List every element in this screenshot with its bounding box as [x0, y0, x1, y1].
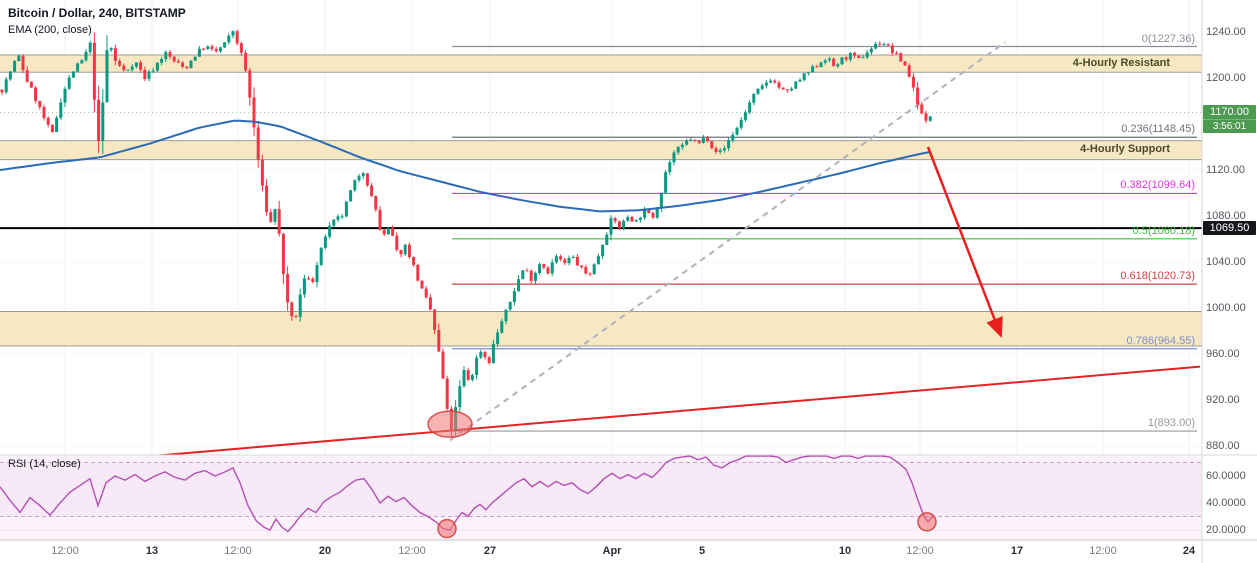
bar-countdown: 3:56:01	[1203, 118, 1256, 133]
price-axis-label[interactable]: 1120.00	[1206, 164, 1245, 176]
time-axis-label[interactable]: 12:00	[906, 545, 934, 557]
time-axis-label[interactable]: 12:00	[398, 545, 426, 557]
time-axis-label[interactable]: 12:00	[1089, 545, 1117, 557]
time-axis-label[interactable]: Apr	[602, 545, 622, 557]
fib-level-label: 0(1227.36)	[1141, 32, 1195, 45]
fib-level-label: 0.618(1020.73)	[1120, 270, 1195, 283]
time-axis-label[interactable]: 12:00	[51, 545, 79, 557]
time-axis-label[interactable]: 13	[145, 545, 159, 557]
chart-legend: Bitcoin / Dollar, 240, BITSTAMP EMA (200…	[8, 6, 186, 36]
last-price-value: 1170.00	[1210, 105, 1249, 118]
price-axis-label[interactable]: 1000.00	[1206, 302, 1246, 314]
fib-level-label: 1(893.00)	[1147, 417, 1195, 430]
fib-level-label: 0.5(1060.18)	[1132, 224, 1195, 237]
fib-level-label: 0.236(1148.45)	[1121, 123, 1195, 136]
price-axis-label[interactable]: 1040.00	[1206, 256, 1246, 268]
rsi-axis-label[interactable]: 20.0000	[1206, 524, 1246, 536]
price-axis-label[interactable]: 880.00	[1206, 440, 1240, 452]
rsi-axis-label[interactable]: 40.0000	[1206, 497, 1246, 509]
rsi-indicator-label[interactable]: RSI (14, close)	[8, 458, 81, 470]
time-axis-label[interactable]: 12:00	[224, 545, 252, 557]
time-axis-label[interactable]: 27	[483, 545, 497, 557]
last-price-badge[interactable]: 1170.00 3:56:01	[1203, 104, 1256, 133]
time-axis-label[interactable]: 10	[838, 545, 852, 557]
time-axis-label[interactable]: 5	[698, 545, 706, 557]
ema-indicator-label[interactable]: EMA (200, close)	[8, 24, 92, 36]
price-axis-label[interactable]: 960.00	[1206, 348, 1240, 360]
fib-level-label: 0.786(964.55)	[1126, 334, 1196, 347]
time-axis-label[interactable]: 20	[318, 545, 332, 557]
price-axis-label[interactable]: 1080.00	[1206, 210, 1246, 222]
price-axis-label[interactable]: 1240.00	[1206, 26, 1246, 38]
zone-label: 4-Hourly Support	[1080, 143, 1170, 156]
hline-price-badge[interactable]: 1069.50	[1203, 221, 1256, 236]
fib-level-label: 0.382(1099.64)	[1120, 179, 1195, 192]
time-axis-label[interactable]: 24	[1182, 545, 1196, 557]
rsi-axis-label[interactable]: 60.0000	[1206, 470, 1246, 482]
time-axis-label[interactable]: 17	[1010, 545, 1024, 557]
symbol-title[interactable]: Bitcoin / Dollar, 240, BITSTAMP	[8, 6, 186, 20]
price-axis-label[interactable]: 1200.00	[1206, 72, 1246, 84]
price-axis-label[interactable]: 920.00	[1206, 394, 1240, 406]
zone-label: 4-Hourly Resistant	[1072, 56, 1170, 69]
